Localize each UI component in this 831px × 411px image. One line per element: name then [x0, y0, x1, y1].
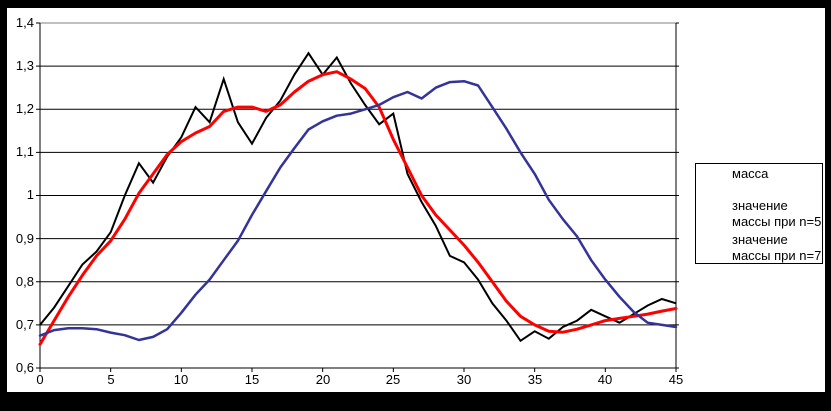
legend-key-line-massa	[701, 173, 729, 175]
series-line-n7[interactable]	[38, 79, 678, 342]
y-axis-label: 0,6	[15, 360, 34, 375]
y-axis-label: 0,8	[15, 274, 34, 289]
chart-panel[interactable]	[7, 8, 825, 392]
y-axis-label: 1,2	[15, 101, 34, 116]
x-axis-label: 35	[527, 372, 543, 387]
x-axis-label: 10	[173, 372, 189, 387]
y-axis-label: 1,3	[15, 58, 34, 73]
legend-key-line-n5	[701, 205, 729, 208]
legend-key-line-n7	[701, 239, 729, 242]
legend-label-massa: масса	[732, 166, 769, 181]
legend-box[interactable]: масса значение массы при n=5 значение ма…	[695, 163, 823, 264]
legend-label-n7: значение массы при n=7	[732, 232, 822, 263]
y-axis-label: 0,9	[15, 231, 34, 246]
y-axis-label: 0,7	[15, 317, 34, 332]
x-axis-label: 25	[385, 372, 401, 387]
series-line-massa[interactable]	[39, 51, 677, 343]
x-axis-label: 20	[315, 372, 331, 387]
x-axis-label: 5	[107, 372, 115, 387]
y-axis-label: 1,4	[15, 15, 34, 30]
x-axis-label: 30	[456, 372, 472, 387]
y-axis-label: 1,1	[15, 144, 34, 159]
series-line-n5[interactable]	[38, 70, 678, 346]
x-axis-label: 0	[36, 372, 44, 387]
y-axis-label: 1	[26, 187, 34, 202]
x-axis-label: 15	[244, 372, 260, 387]
x-axis-label: 40	[597, 372, 613, 387]
axes-and-gridlines	[36, 22, 679, 372]
x-axis-label: 45	[668, 372, 684, 387]
legend-label-n5: значение массы при n=5	[732, 198, 822, 229]
